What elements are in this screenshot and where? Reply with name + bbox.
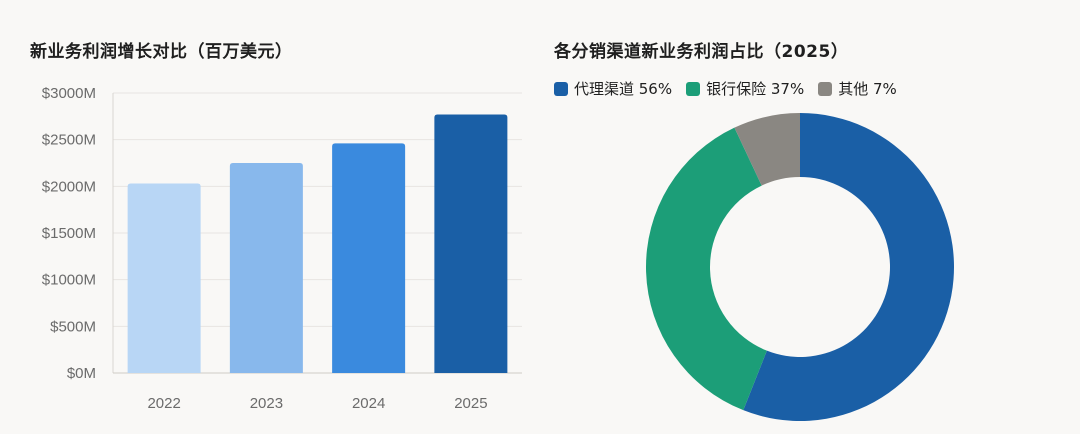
legend-swatch-other xyxy=(818,81,833,96)
legend-label-agency: 代理渠道 56% xyxy=(574,80,673,98)
donut-slice-bancassurance xyxy=(646,127,767,411)
legend-label-bancassurance: 银行保险 37% xyxy=(706,80,805,98)
y-tick-label: $0M xyxy=(67,365,96,382)
y-tick-label: $500M xyxy=(50,318,96,335)
y-tick-label: $3000M xyxy=(42,85,96,102)
legend-item-bancassurance: 银行保险 37% xyxy=(686,78,804,99)
x-tick-label: 2023 xyxy=(250,395,283,412)
x-tick-label: 2022 xyxy=(147,395,180,412)
bar-chart-panel: 新业务利润增长对比（百万美元） $0M $500M $1000M $1500M $200… xyxy=(30,42,522,412)
legend-item-other: 其他 7% xyxy=(818,78,897,99)
bar-2024 xyxy=(332,143,406,373)
bar-chart: $0M $500M $1000M $1500M $2000M $2500M $3000M 20… xyxy=(42,85,522,412)
x-tick-label: 2025 xyxy=(454,395,487,412)
bar-2022 xyxy=(127,183,201,373)
donut-slice-agency xyxy=(743,113,954,421)
legend-swatch-bancassurance xyxy=(686,81,701,96)
y-tick-label: $2500M xyxy=(42,132,96,149)
legend-item-agency: 代理渠道 56% xyxy=(554,78,672,99)
bar-2023 xyxy=(229,163,303,373)
donut-chart-panel: 各分销渠道新业务利润占比（2025） 代理渠道 56% 银行保险 37% 其他 … xyxy=(540,0,1080,434)
x-tick-label: 2024 xyxy=(352,395,385,412)
legend-swatch-agency xyxy=(554,81,568,96)
donut-slice-other xyxy=(734,113,800,186)
donut-legend: 代理渠道 56% 银行保险 37% 其他 7% xyxy=(554,78,897,99)
legend-label-other: 其他 7% xyxy=(838,80,897,98)
donut-chart-title: 各分销渠道新业务利润占比（2025） xyxy=(554,42,849,62)
y-tick-label: $1000M xyxy=(42,272,96,289)
bar-2025 xyxy=(434,114,508,373)
bar-chart-title: 新业务利润增长对比（百万美元） xyxy=(30,42,293,62)
donut-chart xyxy=(646,113,954,421)
y-tick-label: $1500M xyxy=(42,225,96,242)
y-tick-label: $2000M xyxy=(42,178,96,195)
